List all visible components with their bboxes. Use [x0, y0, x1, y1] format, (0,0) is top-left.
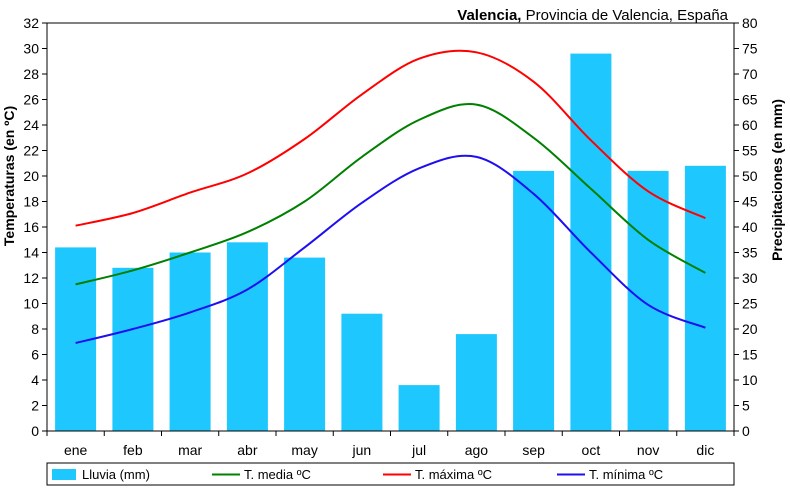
x-tick-label-feb: feb — [123, 442, 143, 458]
y-right-tick-label: 80 — [742, 15, 758, 31]
rain-bar-abr — [226, 242, 268, 431]
y-right-tick-label: 55 — [742, 143, 758, 159]
x-tick-label-dic: dic — [696, 442, 714, 458]
x-tick-label-ago: ago — [465, 442, 489, 458]
y-right-tick-label: 10 — [742, 372, 758, 388]
y-axis-right-label: Precipitaciones (en mm) — [769, 99, 785, 261]
chart-title-city: Valencia, — [457, 7, 521, 24]
y-left-tick-label: 8 — [31, 321, 39, 337]
rain-bar-mar — [169, 252, 211, 431]
chart-title: Valencia, Provincia de Valencia, España — [457, 7, 728, 24]
x-tick-label-oct: oct — [582, 442, 601, 458]
x-tick-label-mar: mar — [178, 442, 202, 458]
x-tick-label-jun: jun — [352, 442, 372, 458]
legend-label: T. media ºC — [244, 467, 311, 482]
x-tick-label-may: may — [291, 442, 317, 458]
rain-bars — [55, 53, 726, 432]
legend-label: Lluvia (mm) — [82, 467, 150, 482]
y-left-tick-label: 14 — [23, 245, 39, 261]
y-right-tick-label: 20 — [742, 321, 758, 337]
y-right-tick-label: 75 — [742, 41, 758, 57]
y-right-tick-label: 70 — [742, 66, 758, 82]
y-left-tick-label: 32 — [23, 15, 39, 31]
chart-axes: 0246810121416182022242628303205101520253… — [23, 15, 757, 458]
rain-bar-dic — [684, 165, 726, 432]
rain-bar-may — [284, 257, 326, 431]
rain-bar-jun — [341, 313, 383, 431]
y-right-tick-label: 40 — [742, 219, 758, 235]
legend-label: T. mínima ºC — [589, 467, 663, 482]
y-left-tick-label: 30 — [23, 41, 39, 57]
y-right-tick-label: 25 — [742, 296, 758, 312]
x-tick-label-jul: jul — [411, 442, 426, 458]
y-right-tick-label: 0 — [742, 423, 750, 439]
y-left-tick-label: 26 — [23, 92, 39, 108]
y-right-tick-label: 50 — [742, 168, 758, 184]
y-left-tick-label: 6 — [31, 347, 39, 363]
legend-swatch-lluvia — [52, 469, 76, 480]
rain-bar-oct — [570, 53, 612, 431]
x-tick-label-abr: abr — [237, 442, 258, 458]
y-left-tick-label: 18 — [23, 194, 39, 210]
rain-bar-nov — [627, 170, 669, 431]
rain-bar-feb — [112, 267, 154, 431]
y-left-tick-label: 2 — [31, 398, 39, 414]
y-right-tick-label: 60 — [742, 117, 758, 133]
temp-minima-line — [75, 154, 706, 344]
y-left-tick-label: 4 — [31, 372, 39, 388]
temp-maxima-line — [75, 49, 706, 227]
y-right-tick-label: 15 — [742, 347, 758, 363]
y-axis-left-label: Temperaturas (en ºC) — [1, 106, 17, 246]
y-right-tick-label: 35 — [742, 245, 758, 261]
rain-bar-jul — [398, 385, 440, 431]
y-left-tick-label: 0 — [31, 423, 39, 439]
y-left-tick-label: 24 — [23, 117, 39, 133]
temperature-lines — [75, 49, 706, 344]
y-left-tick-label: 20 — [23, 168, 39, 184]
legend-label: T. máxima ºC — [415, 467, 492, 482]
y-left-tick-label: 12 — [23, 270, 39, 286]
x-tick-label-sep: sep — [522, 442, 545, 458]
y-right-tick-label: 45 — [742, 194, 758, 210]
x-tick-label-ene: ene — [64, 442, 88, 458]
rain-bar-sep — [513, 170, 555, 431]
rain-bar-ago — [455, 334, 497, 431]
y-right-tick-label: 30 — [742, 270, 758, 286]
chart-title-region: Provincia de Valencia, España — [521, 7, 728, 24]
x-tick-label-nov: nov — [637, 442, 660, 458]
y-left-tick-label: 16 — [23, 219, 39, 235]
y-right-tick-label: 5 — [742, 398, 750, 414]
y-left-tick-label: 28 — [23, 66, 39, 82]
legend: Lluvia (mm) T. media ºC T. máxima ºC T. mín… — [46, 462, 735, 486]
temp-media-line — [75, 103, 706, 286]
y-left-tick-label: 10 — [23, 296, 39, 312]
y-left-tick-label: 22 — [23, 143, 39, 159]
y-right-tick-label: 65 — [742, 92, 758, 108]
